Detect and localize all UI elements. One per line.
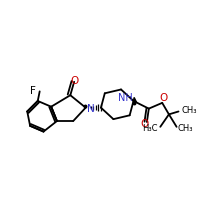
Text: NH: NH bbox=[118, 93, 133, 103]
Text: F: F bbox=[30, 86, 36, 96]
Text: CH₃: CH₃ bbox=[178, 124, 193, 133]
Text: O: O bbox=[70, 76, 78, 86]
Text: H₃C: H₃C bbox=[142, 124, 157, 133]
Text: N: N bbox=[87, 104, 94, 114]
Text: O: O bbox=[140, 119, 148, 129]
Text: CH₃: CH₃ bbox=[181, 106, 197, 115]
Text: O: O bbox=[159, 93, 167, 103]
Polygon shape bbox=[133, 97, 137, 103]
